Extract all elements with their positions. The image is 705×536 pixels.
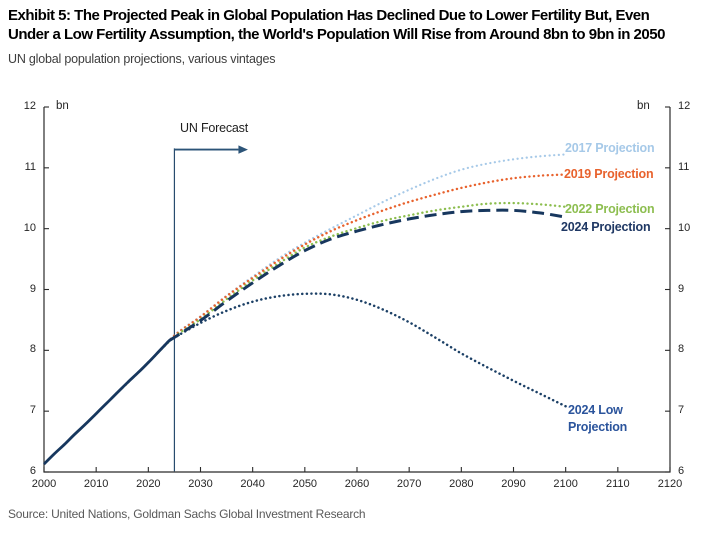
y-tick-label-right: 10 xyxy=(678,221,691,234)
y-tick-label-right: 7 xyxy=(678,404,685,417)
series-line-proj2024 xyxy=(168,208,566,342)
y-tick-label-left: 12 xyxy=(23,100,36,112)
x-tick-label: 2000 xyxy=(31,478,57,490)
y-tick-label-left: 8 xyxy=(29,343,36,356)
x-tick-label: 2080 xyxy=(449,478,474,490)
y-tick-label-right: 8 xyxy=(678,343,685,356)
series-line-proj2022 xyxy=(121,201,567,390)
x-tick-label: 2100 xyxy=(553,478,578,490)
source-note: Source: United Nations, Goldman Sachs Gl… xyxy=(8,507,366,521)
y-tick-label-left: 10 xyxy=(23,221,36,234)
x-tick-label: 2020 xyxy=(136,478,161,490)
y-tick-label-right: 12 xyxy=(678,100,691,112)
y-tick-label-left: 6 xyxy=(29,465,36,477)
x-tick-label: 2060 xyxy=(344,478,370,490)
exhibit-title: Exhibit 5: The Projected Peak in Global … xyxy=(8,6,705,44)
series-line-proj2019 xyxy=(121,173,567,390)
x-tick-label: 2120 xyxy=(657,478,683,490)
y-tick-label-right: 11 xyxy=(678,160,690,173)
forecast-arrow-head xyxy=(238,145,248,154)
y-tick-label-right: 6 xyxy=(678,465,685,477)
y-tick-label-left: 9 xyxy=(29,282,36,295)
x-tick-label: 2040 xyxy=(240,478,265,490)
exhibit-subtitle: UN global population projections, variou… xyxy=(8,52,276,66)
exhibit-title-line-2: Under a Low Fertility Assumption, the Wo… xyxy=(8,26,665,43)
x-tick-label: 2030 xyxy=(188,478,213,490)
un-forecast-annotation: UN Forecast xyxy=(180,121,248,135)
x-tick-label: 2090 xyxy=(501,478,526,490)
legend-2022-projection: 2022 Projection xyxy=(565,202,655,216)
series-line-proj2017 xyxy=(121,153,567,390)
x-tick-label: 2010 xyxy=(83,478,109,490)
y-tick-label-left: 7 xyxy=(29,404,36,417)
legend-2024-projection: 2024 Projection xyxy=(561,220,651,234)
x-tick-label: 2070 xyxy=(396,478,422,490)
legend-2017-projection: 2017 Projection xyxy=(565,141,655,155)
series-line-proj2024low xyxy=(167,292,567,408)
y-tick-label-left: 11 xyxy=(24,160,36,173)
legend-2019-projection: 2019 Projection xyxy=(564,167,654,181)
y-tick-label-right: 9 xyxy=(678,282,685,295)
series-line-historical xyxy=(43,339,171,466)
legend-2024-low-projection: 2024 Low Projection xyxy=(568,403,628,434)
x-tick-label: 2050 xyxy=(292,478,318,490)
y-axis-unit-left: bn xyxy=(56,100,69,112)
x-tick-label: 2110 xyxy=(606,478,630,490)
y-axis-unit-right: bn xyxy=(637,100,650,112)
exhibit-title-line-1: Exhibit 5: The Projected Peak in Global … xyxy=(8,7,650,24)
